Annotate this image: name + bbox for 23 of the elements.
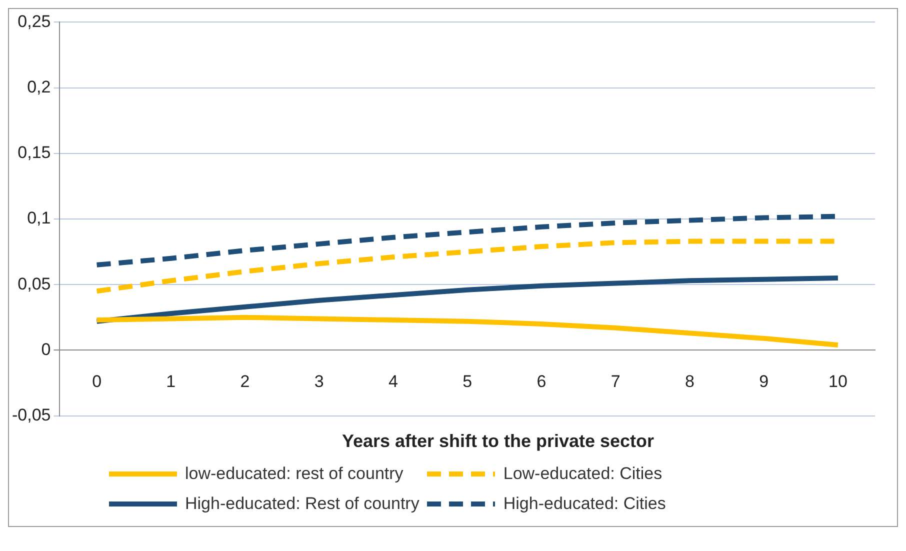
- x-tick-label: 3: [314, 372, 324, 392]
- x-tick-label: 5: [462, 372, 472, 392]
- y-tick-label: 0,25: [18, 12, 51, 31]
- y-tick-label: -0,05: [12, 405, 51, 424]
- y-tick-label: 0,1: [27, 208, 51, 228]
- legend-label: Low-educated: Cities: [503, 464, 662, 484]
- y-tick-label: 0,15: [18, 143, 51, 162]
- x-tick-label: 7: [610, 372, 620, 392]
- x-tick-label: 1: [166, 372, 176, 392]
- x-tick-label: 8: [684, 372, 694, 392]
- y-tick-label: 0,2: [27, 77, 51, 96]
- legend-label: High-educated: Rest of country: [185, 494, 420, 514]
- legend-label: High-educated: Cities: [503, 494, 666, 514]
- legend-label: low-educated: rest of country: [185, 464, 404, 484]
- y-tick-label: 0: [41, 340, 51, 359]
- x-tick-label: 4: [388, 372, 398, 392]
- x-tick-label: 9: [759, 372, 769, 392]
- x-tick-label: 2: [240, 372, 250, 392]
- y-tick-label: 0,05: [18, 274, 51, 294]
- x-axis-title: Years after shift to the private sector: [340, 430, 656, 453]
- x-tick-label: 10: [828, 372, 848, 392]
- x-tick-label: 0: [92, 372, 102, 392]
- x-tick-label: 6: [536, 372, 546, 392]
